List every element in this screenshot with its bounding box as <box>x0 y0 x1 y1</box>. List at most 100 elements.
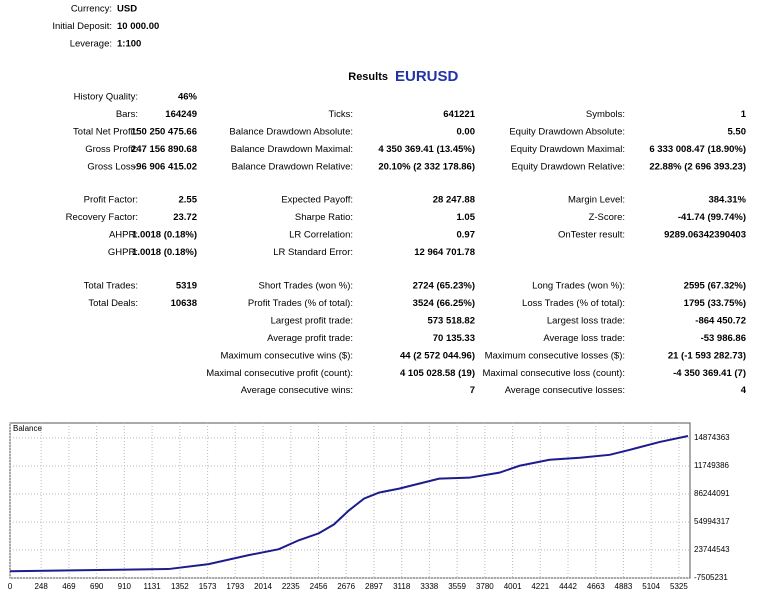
x-tick-label: 3559 <box>448 582 466 591</box>
stat-label: Z-Score: <box>589 212 625 223</box>
stat-value: 4 350 369.41 (13.45%) <box>378 144 475 155</box>
x-tick-label: 1352 <box>171 582 189 591</box>
x-tick-label: 1131 <box>143 582 161 591</box>
x-tick-label: 1573 <box>199 582 217 591</box>
stat-value: 3524 (66.25%) <box>413 298 475 309</box>
stat-value: 384.31% <box>708 195 746 206</box>
stat-value: -96 906 415.02 <box>133 161 197 172</box>
stat-label: Maximum consecutive losses ($): <box>485 350 625 361</box>
stat-label: Balance Drawdown Relative: <box>232 161 353 172</box>
stat-value: 44 (2 572 044.96) <box>400 350 475 361</box>
stat-value: 247 156 890.68 <box>131 144 197 155</box>
legend-label: Balance <box>13 424 42 433</box>
stat-value: 150 250 475.66 <box>131 126 197 137</box>
stat-label: Maximal consecutive profit (count): <box>206 368 353 379</box>
stat-value: 573 518.82 <box>427 315 475 326</box>
stat-value: 1795 (33.75%) <box>684 298 746 309</box>
stat-label: Symbols: <box>586 109 625 120</box>
x-tick-label: 2676 <box>337 582 355 591</box>
stat-label: Gross Profit: <box>85 144 138 155</box>
stat-value: 5.50 <box>728 126 747 137</box>
y-tick-label: 54994317 <box>694 517 730 526</box>
stat-value: 164249 <box>165 109 197 120</box>
header-label: Currency: <box>71 4 112 15</box>
stat-value: 1.0018 (0.18%) <box>132 247 197 258</box>
x-tick-label: 2897 <box>365 582 383 591</box>
stat-value: 70 135.33 <box>433 333 475 344</box>
x-tick-label: 5325 <box>670 582 688 591</box>
stat-label: OnTester result: <box>558 229 625 240</box>
stat-label: Loss Trades (% of total): <box>522 298 625 309</box>
stat-value: 12 964 701.78 <box>414 247 475 258</box>
stat-value: 4 <box>741 385 747 396</box>
stat-value: 10638 <box>171 298 197 309</box>
x-tick-label: 3118 <box>393 582 411 591</box>
stat-value: 9289.06342390403 <box>664 229 746 240</box>
x-tick-label: 3780 <box>476 582 494 591</box>
stat-label: Profit Trades (% of total): <box>248 298 353 309</box>
stat-value: 1.05 <box>457 212 476 223</box>
stat-value: 7 <box>470 385 475 396</box>
x-tick-label: 4442 <box>559 582 577 591</box>
stat-label: Total Trades: <box>84 281 138 292</box>
header-value: 1:100 <box>117 39 141 50</box>
stat-label: LR Correlation: <box>289 229 353 240</box>
x-tick-label: 4001 <box>504 582 522 591</box>
y-tick-label: -7505231 <box>694 573 728 582</box>
stat-value: -4 350 369.41 (7) <box>673 368 746 379</box>
x-tick-label: 4221 <box>531 582 549 591</box>
stat-label: Recovery Factor: <box>66 212 138 223</box>
results-symbol: EURUSD <box>395 68 459 85</box>
x-tick-label: 1793 <box>226 582 244 591</box>
x-tick-label: 4883 <box>615 582 633 591</box>
x-tick-label: 248 <box>34 582 48 591</box>
stat-label: Total Deals: <box>88 298 138 309</box>
stat-value: 1 <box>741 109 747 120</box>
stat-label: Balance Drawdown Absolute: <box>229 126 353 137</box>
y-tick-label: 14874363 <box>694 433 730 442</box>
x-tick-label: 2014 <box>254 582 272 591</box>
stat-label: Short Trades (won %): <box>258 281 353 292</box>
stat-value: 5319 <box>176 281 197 292</box>
stat-value: 20.10% (2 332 178.86) <box>378 161 475 172</box>
stat-label: Average loss trade: <box>543 333 625 344</box>
stat-label: Gross Loss: <box>87 161 138 172</box>
stat-label: Maximum consecutive wins ($): <box>220 350 353 361</box>
stat-value: 2724 (65.23%) <box>413 281 475 292</box>
x-tick-label: 0 <box>8 582 13 591</box>
y-tick-label: 86244091 <box>694 489 730 498</box>
y-tick-label: 23744543 <box>694 545 730 554</box>
stat-label: Largest profit trade: <box>271 315 353 326</box>
stat-value: 6 333 008.47 (18.90%) <box>649 144 746 155</box>
stat-label: Average consecutive wins: <box>241 385 353 396</box>
stat-label: Equity Drawdown Absolute: <box>509 126 625 137</box>
stat-value: -864 450.72 <box>695 315 746 326</box>
stat-label: Margin Level: <box>568 195 625 206</box>
header-value: USD <box>117 4 137 15</box>
x-tick-label: 4663 <box>587 582 605 591</box>
x-tick-label: 3338 <box>420 582 438 591</box>
stat-label: Profit Factor: <box>84 195 138 206</box>
stat-label: Equity Drawdown Maximal: <box>510 144 625 155</box>
stat-value: 4 105 028.58 (19) <box>400 368 475 379</box>
stat-label: Long Trades (won %): <box>532 281 625 292</box>
stat-label: Ticks: <box>329 109 353 120</box>
stat-label: History Quality: <box>74 92 138 103</box>
chart-frame <box>9 422 691 579</box>
x-tick-label: 5104 <box>642 582 660 591</box>
stat-value: 22.88% (2 696 393.23) <box>649 161 746 172</box>
stat-label: Average profit trade: <box>267 333 353 344</box>
stat-value: 641221 <box>443 109 475 120</box>
stat-value: 23.72 <box>173 212 197 223</box>
stat-value: 0.97 <box>457 229 476 240</box>
header-label: Initial Deposit: <box>52 21 112 32</box>
y-tick-label: 11749386 <box>694 461 730 470</box>
header-value: 10 000.00 <box>117 21 159 32</box>
stat-value: -53 986.86 <box>701 333 746 344</box>
stat-label: LR Standard Error: <box>273 247 353 258</box>
stat-value: 2.55 <box>179 195 198 206</box>
stat-label: Largest loss trade: <box>547 315 625 326</box>
stat-value: 46% <box>178 92 198 103</box>
